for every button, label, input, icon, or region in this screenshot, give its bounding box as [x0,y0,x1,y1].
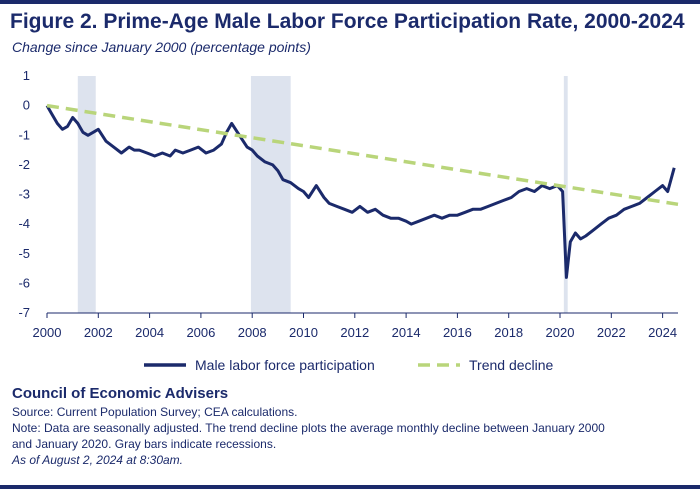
x-tick-label: 2012 [340,325,369,340]
x-tick-label: 2022 [597,325,626,340]
series-line-trend-decline [46,103,679,207]
x-tick-label: 2010 [289,325,318,340]
y-tick-label: 1 [23,68,30,83]
y-tick-label: -6 [18,275,30,290]
as-of-date: As of August 2, 2024 at 8:30am. [12,453,183,467]
footer: Council of Economic Advisers Source: Cur… [12,385,692,468]
x-tick-label: 2014 [392,325,421,340]
note-line-2: and January 2020. Gray bars indicate rec… [12,437,277,451]
y-tick-label: 0 [23,98,30,113]
bottom-rule [0,485,700,489]
recession-bar-3 [563,76,568,313]
y-tick-label: -7 [18,305,30,320]
recession-bar-1 [77,76,96,313]
recession-bars [77,76,568,313]
source-note: Source: Current Population Survey; CEA c… [12,405,298,419]
x-tick-label: 2000 [33,325,62,340]
x-tick-label: 2006 [186,325,215,340]
recession-bar-2 [250,76,291,313]
x-tick-label: 2002 [84,325,113,340]
legend-label-actual: Male labor force participation [195,357,375,373]
series-lines [45,103,679,279]
y-tick-label: -4 [18,216,30,231]
y-tick-label: -5 [18,246,30,261]
top-rule [0,0,700,4]
chart-subtitle: Change since January 2000 (percentage po… [12,39,311,55]
legend: Male labor force participation Trend decl… [144,357,554,373]
x-tick-label: 2004 [135,325,164,340]
note-line-1: Note: Data are seasonally adjusted. The … [12,421,605,435]
legend-label-trend: Trend decline [469,357,554,373]
chart-title: Figure 2. Prime-Age Male Labor Force Par… [10,10,685,33]
series-line-male-lfpr [45,104,676,279]
x-tick-label: 2016 [443,325,472,340]
x-tick-label: 2008 [238,325,267,340]
x-tick-label: 2024 [648,325,677,340]
organization-name: Council of Economic Advisers [12,385,229,402]
y-tick-label: -2 [18,157,30,172]
x-tick-label: 2020 [546,325,575,340]
y-tick-label: -3 [18,187,30,202]
y-tick-label: -1 [18,127,30,142]
x-tick-label: 2018 [494,325,523,340]
